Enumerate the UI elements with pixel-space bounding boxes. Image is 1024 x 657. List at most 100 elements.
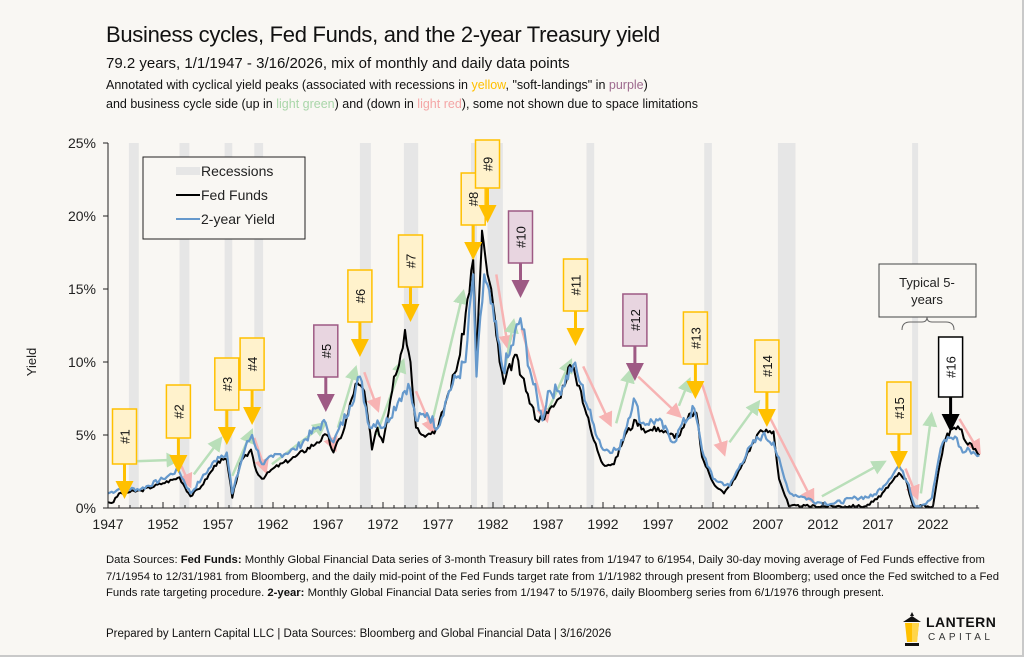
down-cycle-arrow: [363, 371, 381, 413]
x-tick-label: 1977: [422, 516, 453, 532]
x-tick-label: 1957: [202, 516, 233, 532]
callout-box: [886, 381, 912, 435]
notes-prefix: Data Sources:: [106, 554, 181, 566]
callout-box: [562, 258, 589, 312]
up-cycle-arrow: [728, 399, 761, 444]
y-tick-label: 0%: [76, 500, 96, 516]
callout-label: #12: [628, 309, 643, 331]
x-tick-label: 1972: [367, 516, 398, 532]
annot2-mid: ) and (down in: [334, 97, 418, 111]
y-axis-label: Yield: [24, 348, 39, 376]
x-tick-label: 1952: [147, 516, 178, 532]
peak-callout: #4: [239, 337, 265, 425]
recession-band: [224, 143, 233, 508]
x-tick-label: 2012: [807, 516, 838, 532]
x-tick-label: 1987: [532, 516, 563, 532]
up-cycle-arrow: [677, 376, 692, 407]
callout-box: [111, 408, 138, 465]
notes-ff-text: Monthly Global Financial Data series of …: [106, 554, 999, 599]
annot2-green: light green: [276, 97, 335, 111]
recession-band: [912, 143, 919, 508]
legend-box: [142, 156, 306, 240]
callout-label: #10: [514, 226, 529, 248]
lantern-icon: [903, 612, 921, 646]
annot2-pre: and business cycle side (up in: [106, 97, 277, 111]
peak-callout: #6: [347, 269, 373, 357]
recession-band: [586, 143, 595, 508]
x-tick-label: 1982: [477, 516, 508, 532]
legend-entry-label: Recessions: [201, 163, 273, 179]
notes-ff-label: Fed Funds:: [180, 554, 242, 566]
peak-callout: #5: [313, 324, 339, 412]
callout-label: #1: [118, 429, 133, 443]
down-cycle-arrow: [958, 418, 981, 455]
callout-label: #11: [569, 275, 584, 296]
peak-callout: #3: [214, 357, 240, 445]
chart-subtitle: 79.2 years, 1/1/1947 - 3/16/2026, mix of…: [106, 55, 570, 72]
annot1-pre: Annotated with cyclical yield peaks (ass…: [106, 78, 472, 92]
chart-title: Business cycles, Fed Funds, and the 2-ye…: [106, 22, 660, 47]
x-tick-label: 1967: [312, 516, 343, 532]
annotation-line-1: Annotated with cyclical yield peaks (ass…: [106, 78, 648, 92]
bracket-label-box: [878, 263, 977, 318]
chart-area: 0% 5% 10% 15% 20% 25% 1947 1952 1957 1962 1967 1972…: [24, 135, 981, 532]
annot1-yellow: yellow: [471, 78, 506, 92]
legend-entry-label: Fed Funds: [201, 187, 268, 203]
y-tick-label: 15%: [68, 281, 96, 297]
down-cycle-arrow: [637, 375, 683, 419]
peak-callout: #16: [937, 336, 964, 432]
callout-box: [239, 337, 265, 391]
x-tick-label: 1997: [642, 516, 673, 532]
y-tick-label: 25%: [68, 135, 96, 151]
callout-label: #13: [688, 327, 703, 349]
up-cycle-arrow: [192, 436, 223, 476]
callout-label: #6: [353, 289, 368, 303]
lantern-capital-logo: LANTERN CAPITAL: [900, 612, 1010, 652]
annotation-line-2: and business cycle side (up in light gre…: [106, 97, 698, 111]
x-tick-label: 2017: [862, 516, 893, 532]
callout-label: #15: [892, 397, 907, 419]
logo-wordmark: LANTERN: [926, 614, 997, 630]
x-tick-label: 1962: [257, 516, 288, 532]
bracket-label-line1: Typical 5-: [899, 275, 955, 290]
callout-box: [754, 339, 780, 393]
x-tick-label: 2002: [697, 516, 728, 532]
axes: 0% 5% 10% 15% 20% 25% 1947 1952 1957 1962 1967 1972…: [24, 135, 980, 532]
callout-label: #9: [481, 157, 496, 171]
annot1-purple: purple: [608, 78, 644, 92]
up-cycle-arrow: [919, 411, 938, 494]
down-cycle-arrow: [904, 468, 920, 501]
recession-band: [403, 143, 419, 508]
peak-callout: #7: [397, 234, 424, 322]
notes-ty-text: Monthly Global Financial Data series fro…: [304, 587, 885, 599]
up-cycle-arrow: [546, 358, 573, 411]
annot2-post: ), some not shown due to space limitatio…: [461, 97, 699, 111]
x-tick-label: 1947: [92, 516, 123, 532]
up-cycle-arrow: [336, 365, 360, 429]
up-cycle-arrow: [135, 452, 182, 468]
data-sources-note: Data Sources: Fed Funds: Monthly Global …: [106, 552, 1006, 602]
up-cycle-arrow: [271, 421, 328, 466]
legend: Recessions Fed Funds 2-year Yield: [142, 156, 306, 240]
callout-box: [313, 324, 339, 378]
annot1-post: ): [643, 78, 648, 92]
bracket-label-line2: years: [911, 292, 943, 307]
peak-callout: #15: [886, 381, 912, 469]
legend-recession-swatch: [176, 167, 200, 175]
peak-callout: #1: [111, 408, 138, 499]
peak-callout: #13: [682, 311, 709, 399]
down-cycle-arrow: [582, 365, 613, 428]
recession-band: [128, 143, 139, 508]
peak-callout: #2: [165, 384, 192, 473]
x-tick-label: 2007: [752, 516, 783, 532]
peak-callout: #11: [562, 258, 589, 346]
callout-label: #3: [220, 377, 235, 391]
annot1-mid: , "soft-landings" in: [505, 78, 609, 92]
callout-label: #4: [245, 357, 260, 371]
callout-label: #8: [466, 192, 481, 206]
peak-callout: #9: [474, 139, 501, 223]
callout-label: #14: [760, 355, 775, 377]
up-cycle-arrow: [375, 357, 407, 436]
recession-band: [179, 143, 190, 508]
